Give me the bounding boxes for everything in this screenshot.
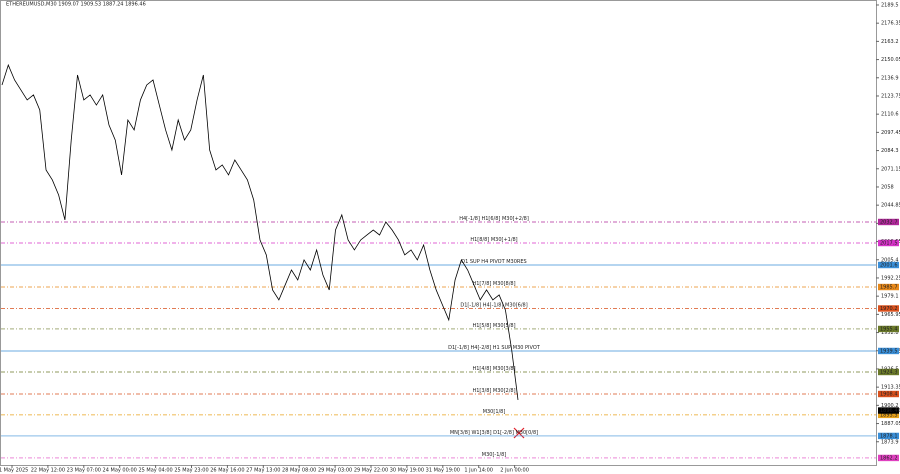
level-price-box	[878, 261, 899, 269]
level-price: 1862.2	[880, 455, 898, 461]
level-price: 2017.5	[880, 241, 898, 247]
y-tick-label: 2071.15	[881, 166, 900, 172]
level-price-box	[878, 347, 899, 355]
x-tick-label: 29 May 22:00	[354, 468, 388, 474]
level-price-box	[878, 390, 899, 398]
cross-marker	[513, 427, 525, 439]
last-price: 1896.46	[880, 408, 900, 414]
level-label: H1[3/8] M30[2/8]	[472, 388, 515, 394]
level-label: D1[-1/8] H4[-2/8] H1 SUP M30 PIVOT	[448, 345, 541, 351]
price-line	[1, 63, 519, 401]
x-tick-label: 21 May 2025	[0, 468, 28, 474]
y-tick-label: 2005.4	[881, 257, 899, 263]
level-label: M30[-1/8]	[482, 452, 506, 458]
x-tick-label: 23 May 07:00	[67, 468, 101, 474]
level-price: 1970.2	[880, 306, 898, 312]
level-label: MN[3/8] W1[3/8] D1[-2/8] M30[0/8]	[450, 430, 538, 436]
level-label: M30[1/8]	[483, 409, 506, 415]
level-label: D1 SUP H4 PIVOT M30RES	[461, 259, 526, 265]
level-price-box	[878, 305, 899, 312]
level-price: 1878.1	[880, 433, 898, 439]
y-tick-label: 1952.8	[881, 330, 899, 336]
y-tick-label: 2176.35	[881, 21, 900, 27]
y-tick-label: 2110.6	[881, 112, 899, 118]
plot-frame	[0, 0, 877, 466]
y-tick-label: 1992.25	[881, 275, 900, 281]
level-price: 1955.4	[880, 326, 898, 332]
y-tick-label: 2044.85	[881, 203, 900, 209]
x-tick-label: 25 May 23:00	[174, 468, 208, 474]
x-tick-label: 2 Jun 00:00	[500, 468, 529, 474]
chart-title: ETHEREUMUSD,M30 1909.07 1909.53 1887.24 …	[6, 2, 146, 8]
level-price: 1924.3	[880, 370, 898, 376]
x-tick-label: 26 May 16:00	[210, 468, 244, 474]
last-price-box	[878, 407, 899, 414]
x-tick-label: 27 May 13:00	[246, 468, 280, 474]
y-tick-label: 1979.1	[881, 294, 899, 300]
y-tick-label: 2163.2	[881, 39, 899, 45]
level-label: H1[7/8] M30[8/8]	[472, 281, 515, 287]
y-tick-label: 2136.9	[881, 75, 899, 81]
level-price-box	[878, 325, 899, 333]
level-price: 1939.5	[880, 348, 898, 354]
y-tick-label: 1873.9	[881, 439, 899, 445]
level-price: 1908.4	[880, 392, 898, 398]
level-price-box	[878, 239, 899, 247]
level-price-box	[878, 411, 899, 419]
level-price-box	[878, 283, 899, 291]
y-tick-label: 1900.2	[881, 403, 899, 409]
x-tick-label: 31 May 19:00	[426, 468, 460, 474]
y-tick-label: 2189.5	[881, 2, 899, 8]
level-label: H1[5/8] M30[5/8]	[472, 323, 515, 329]
y-tick-label: 2150.05	[881, 57, 900, 63]
y-tick-label: 1913.35	[881, 385, 900, 391]
level-price-box	[878, 218, 899, 226]
level-price-box	[878, 454, 899, 462]
level-price-box	[878, 368, 899, 376]
x-tick-label: 28 May 08:00	[282, 468, 316, 474]
y-tick-label: 2058	[881, 184, 894, 190]
y-tick-label: 1965.95	[881, 312, 900, 318]
x-tick-label: 1 Jun 14:00	[464, 468, 493, 474]
level-price: 2001.6	[880, 263, 898, 269]
y-tick-label: 2123.75	[881, 93, 900, 99]
x-tick-label: 22 May 12:00	[31, 468, 65, 474]
x-tick-label: 29 May 03:00	[318, 468, 352, 474]
x-tick-label: 24 May 00:00	[103, 468, 137, 474]
level-label: H1[8/8] M30[+1/8]	[470, 237, 517, 243]
level-label: H1[4/8] M30[3/8]	[472, 366, 515, 372]
y-tick-label: 2084.3	[881, 148, 899, 154]
level-price: 1893.3	[880, 412, 898, 418]
y-tick-label: 1887.05	[881, 421, 900, 427]
level-label: D1[-1/8] H4[-1/8] M30[6/8]	[460, 302, 527, 308]
level-price-box	[878, 432, 899, 440]
y-tick-label: 2097.45	[881, 130, 900, 136]
level-price: 2032.7	[880, 219, 898, 225]
x-tick-label: 30 May 19:00	[390, 468, 424, 474]
x-tick-label: 25 May 04:00	[138, 468, 172, 474]
level-price: 1985.7	[880, 285, 898, 291]
level-label: H4[-1/8] H1[6/8] M30[+2/8]	[459, 216, 529, 222]
